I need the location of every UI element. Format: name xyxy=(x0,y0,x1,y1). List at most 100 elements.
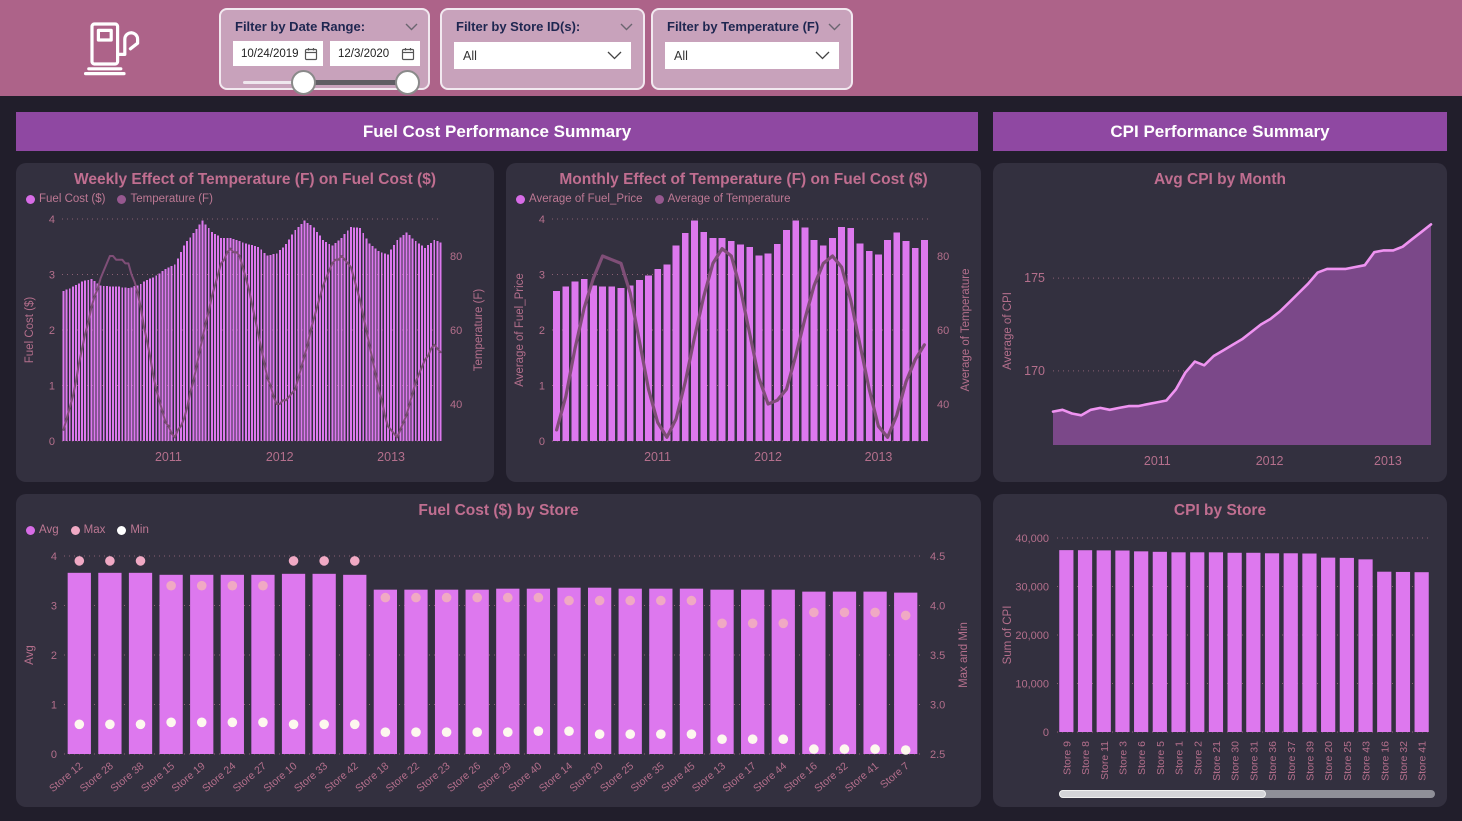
min-dot[interactable] xyxy=(747,734,758,744)
bar[interactable] xyxy=(99,285,102,441)
min-dot[interactable] xyxy=(135,719,146,730)
min-dot[interactable] xyxy=(594,729,605,739)
bar[interactable] xyxy=(346,230,349,441)
bar[interactable] xyxy=(241,242,244,441)
bar[interactable] xyxy=(580,278,588,441)
bar[interactable] xyxy=(1096,550,1111,732)
bar[interactable] xyxy=(373,589,397,754)
max-dot[interactable] xyxy=(686,595,697,606)
max-dot[interactable] xyxy=(747,618,758,629)
bar[interactable] xyxy=(325,241,328,441)
slider-thumb-start[interactable] xyxy=(291,70,316,95)
bar[interactable] xyxy=(1302,553,1317,732)
bar[interactable] xyxy=(1414,572,1429,732)
bar[interactable] xyxy=(608,286,616,441)
min-dot[interactable] xyxy=(258,717,268,728)
max-dot[interactable] xyxy=(564,595,574,606)
max-dot[interactable] xyxy=(533,592,544,603)
bar[interactable] xyxy=(838,226,846,441)
bar[interactable] xyxy=(220,574,244,754)
bar[interactable] xyxy=(235,240,238,441)
bar[interactable] xyxy=(865,251,873,441)
bar[interactable] xyxy=(810,240,818,441)
bar[interactable] xyxy=(374,248,377,441)
max-dot[interactable] xyxy=(778,618,789,629)
bar[interactable] xyxy=(96,283,99,441)
legend-item[interactable]: Average of Fuel_Price xyxy=(516,193,643,205)
max-dot[interactable] xyxy=(380,592,391,603)
min-dot[interactable] xyxy=(349,719,360,730)
bar[interactable] xyxy=(281,247,284,441)
bar[interactable] xyxy=(269,255,272,441)
bar[interactable] xyxy=(1339,557,1354,732)
bar[interactable] xyxy=(1190,552,1205,732)
max-dot[interactable] xyxy=(717,618,727,629)
bar[interactable] xyxy=(356,227,358,441)
bar[interactable] xyxy=(312,573,336,754)
bar[interactable] xyxy=(288,239,291,441)
bar[interactable] xyxy=(257,246,260,441)
min-dot[interactable] xyxy=(105,719,115,730)
bar[interactable] xyxy=(128,572,153,754)
temperature-dropdown[interactable]: All xyxy=(665,42,839,69)
min-dot[interactable] xyxy=(380,727,391,737)
bar[interactable] xyxy=(557,587,581,754)
bar[interactable] xyxy=(84,280,87,441)
bar[interactable] xyxy=(112,286,114,441)
bar[interactable] xyxy=(654,268,662,441)
max-dot[interactable] xyxy=(74,556,85,566)
bar[interactable] xyxy=(1395,571,1411,732)
bar[interactable] xyxy=(176,258,179,441)
bar[interactable] xyxy=(365,238,368,441)
legend-item[interactable]: Average of Temperature xyxy=(654,193,791,205)
bar[interactable] xyxy=(737,244,744,441)
bar[interactable] xyxy=(439,242,442,441)
bar[interactable] xyxy=(297,226,300,441)
bar[interactable] xyxy=(430,242,433,441)
bar[interactable] xyxy=(741,589,765,754)
bar[interactable] xyxy=(402,235,405,441)
bar[interactable] xyxy=(244,243,247,441)
min-dot[interactable] xyxy=(564,726,574,736)
bar[interactable] xyxy=(81,281,84,441)
bar[interactable] xyxy=(161,271,164,441)
max-dot[interactable] xyxy=(135,556,146,566)
bar[interactable] xyxy=(139,283,142,441)
bar[interactable] xyxy=(213,233,216,441)
bar[interactable] xyxy=(328,243,331,441)
bar[interactable] xyxy=(417,243,420,441)
min-dot[interactable] xyxy=(533,726,544,736)
bar[interactable] xyxy=(875,254,882,441)
bar[interactable] xyxy=(1358,559,1373,732)
bar[interactable] xyxy=(819,245,827,441)
bar[interactable] xyxy=(275,253,278,441)
bar[interactable] xyxy=(291,234,294,441)
bar[interactable] xyxy=(322,240,325,441)
bar[interactable] xyxy=(635,280,643,441)
bar[interactable] xyxy=(405,232,408,441)
bar[interactable] xyxy=(195,228,198,441)
bar[interactable] xyxy=(192,232,195,442)
bar[interactable] xyxy=(371,246,374,441)
bar[interactable] xyxy=(727,241,735,441)
max-dot[interactable] xyxy=(870,607,880,618)
bar[interactable] xyxy=(68,288,71,442)
slider-thumb-end[interactable] xyxy=(395,70,420,95)
legend-item[interactable]: Avg xyxy=(26,524,59,536)
date-range-slider[interactable] xyxy=(233,68,420,96)
end-date-input[interactable]: 12/3/2020 xyxy=(330,41,420,66)
bar[interactable] xyxy=(411,238,414,441)
legend-item[interactable]: Max xyxy=(70,524,105,536)
min-dot[interactable] xyxy=(809,744,819,754)
bar[interactable] xyxy=(285,243,287,441)
bar[interactable] xyxy=(254,246,257,441)
chevron-down-icon[interactable] xyxy=(828,23,841,31)
bar[interactable] xyxy=(589,285,597,441)
bar[interactable] xyxy=(802,591,826,754)
max-dot[interactable] xyxy=(472,592,482,603)
bar[interactable] xyxy=(571,281,579,441)
bar[interactable] xyxy=(340,237,343,441)
slider-track-unselected[interactable] xyxy=(243,81,303,84)
chevron-down-icon[interactable] xyxy=(405,23,418,31)
bar[interactable] xyxy=(173,264,176,441)
